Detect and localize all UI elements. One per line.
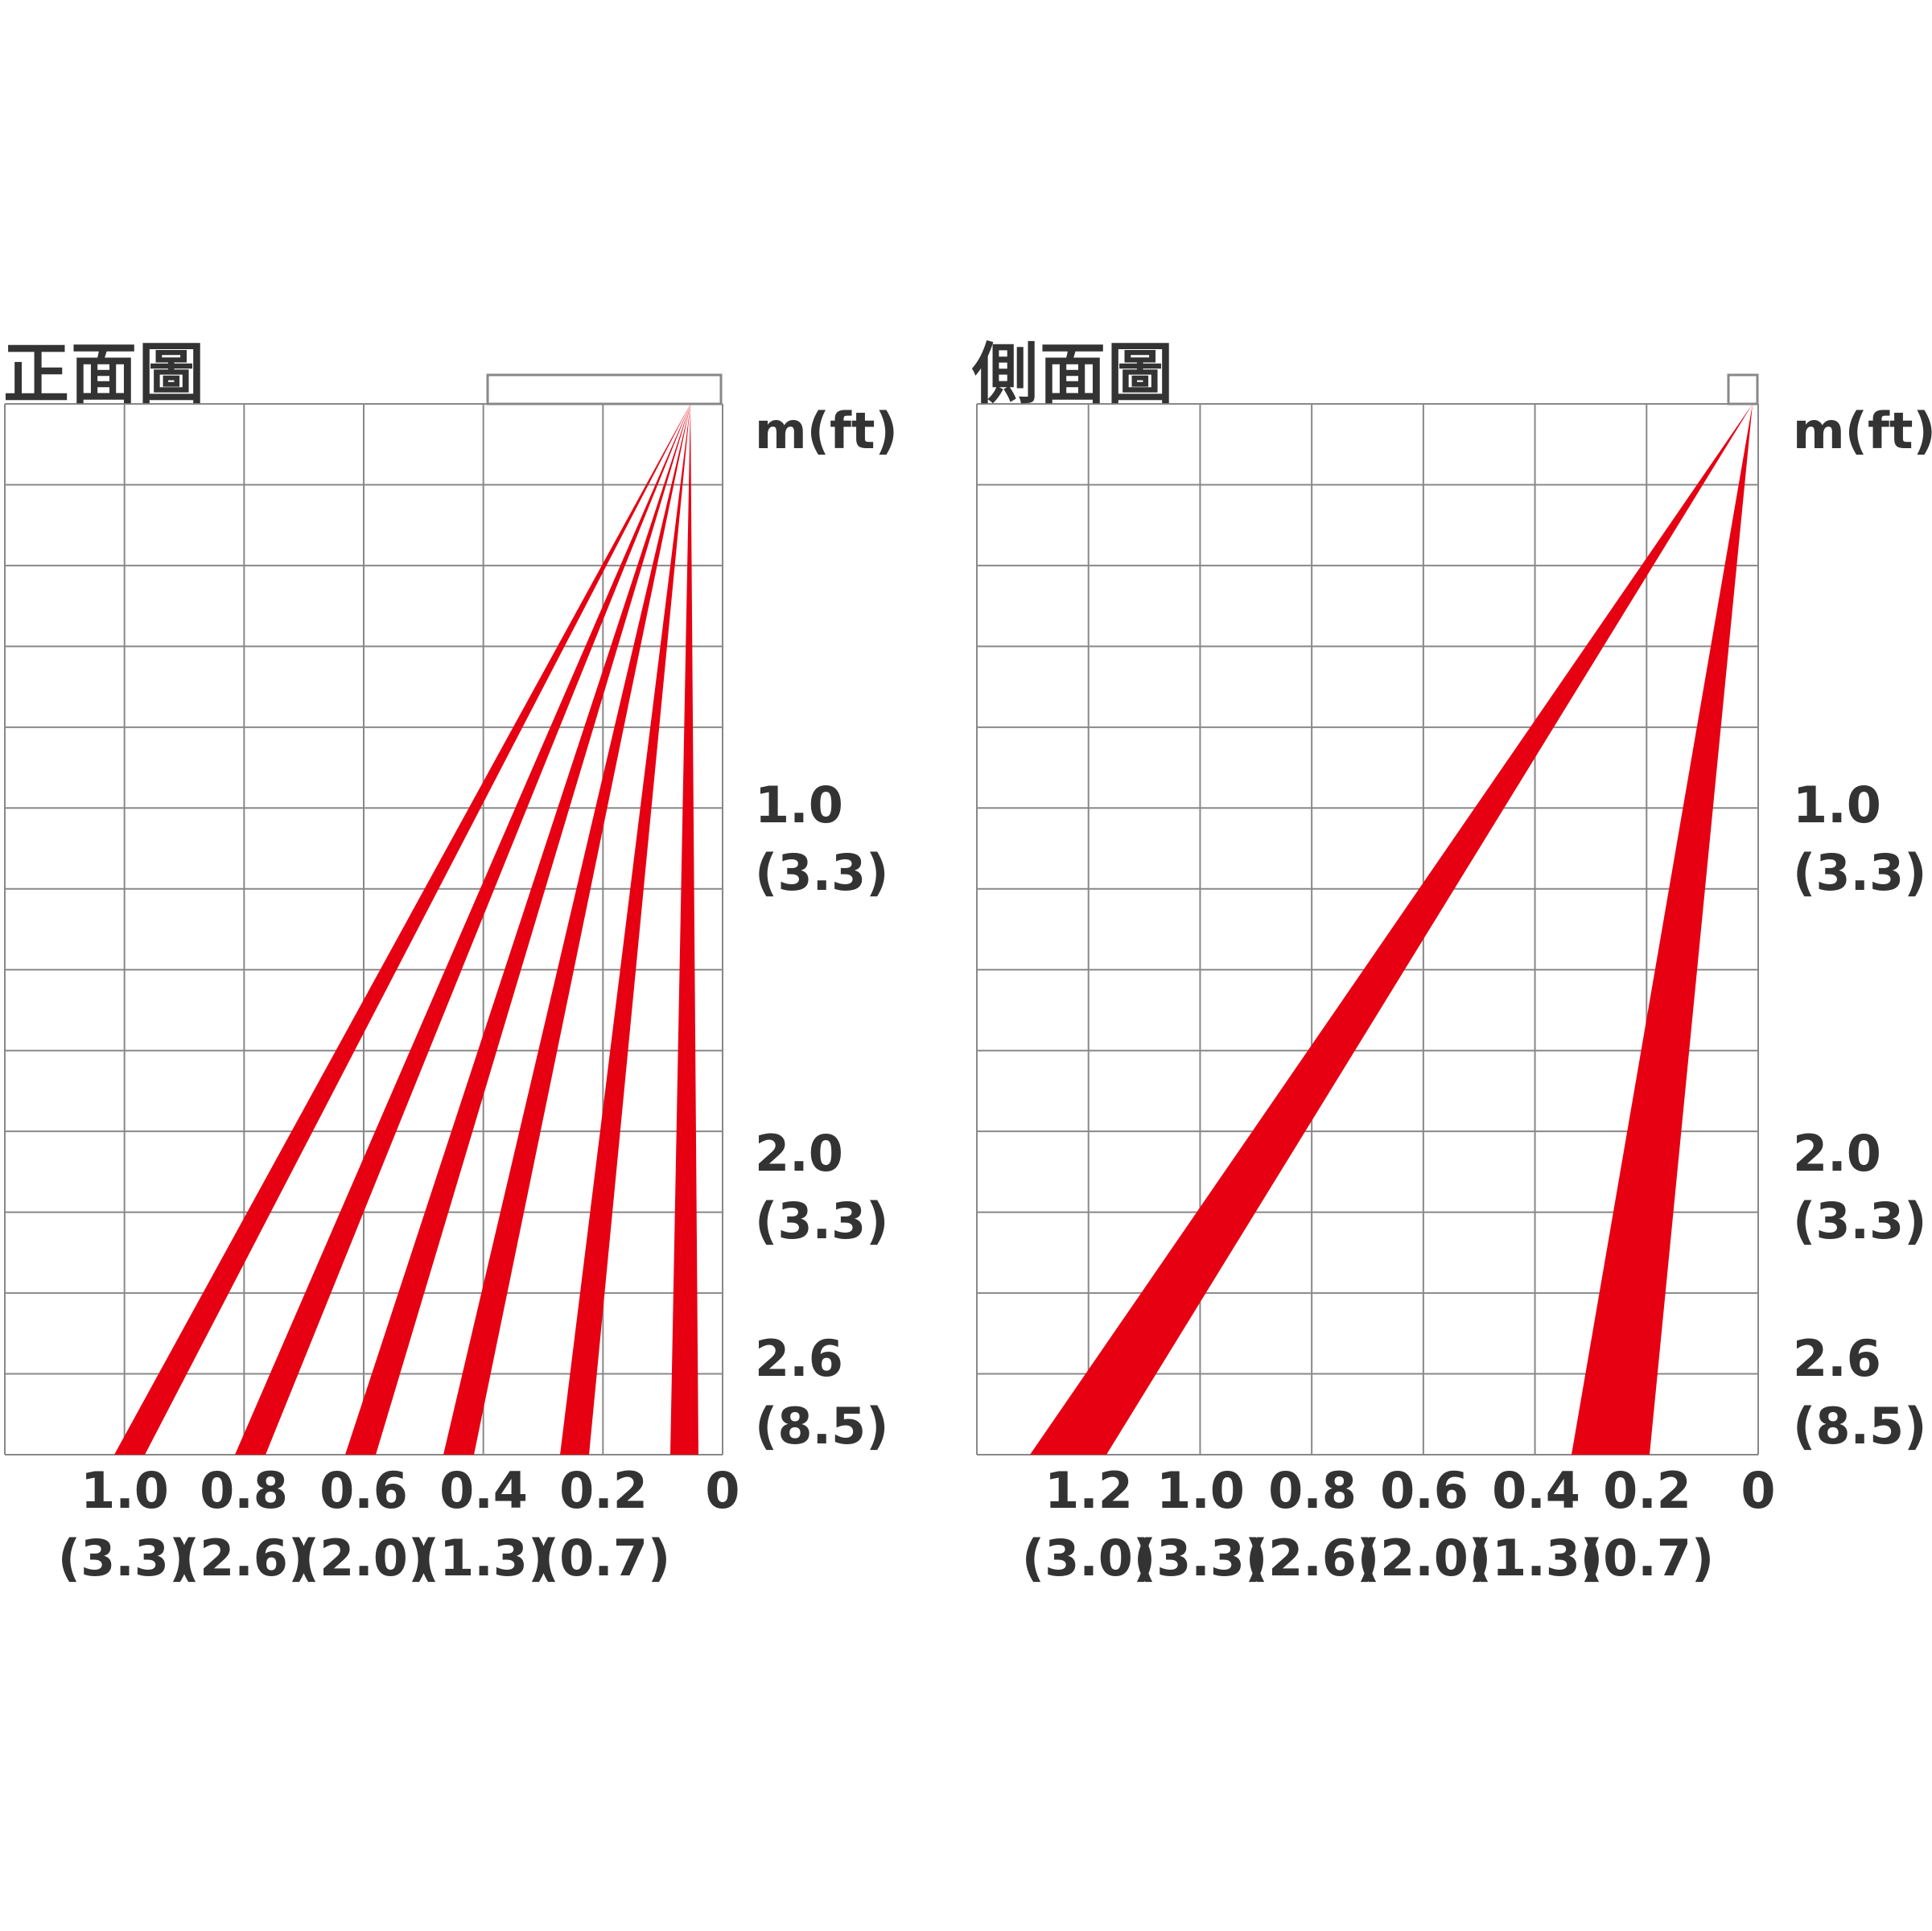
front-beam-4 bbox=[443, 404, 690, 1455]
side-right-label-sub: (3.3) bbox=[1793, 1192, 1927, 1250]
front-bottom-label-value: 0.4 bbox=[439, 1461, 528, 1520]
side-bottom-label-sub: (0.7) bbox=[1580, 1529, 1715, 1587]
front-bottom-label-sub: (1.3) bbox=[416, 1529, 551, 1587]
front-bottom-label-sub: (2.0) bbox=[296, 1529, 431, 1587]
side-bottom-label-sub: (3.3) bbox=[1133, 1529, 1268, 1587]
front-bottom-label-sub: (3.3) bbox=[57, 1529, 192, 1587]
front-unit-label: m(ft) bbox=[755, 401, 898, 460]
front-bottom-label-value: 0.2 bbox=[559, 1461, 648, 1520]
side-bottom-label-value: 0.4 bbox=[1492, 1461, 1580, 1520]
front-bottom-label-sub: (0.7) bbox=[536, 1529, 671, 1587]
front-beam-3 bbox=[345, 404, 690, 1455]
front-view-grid bbox=[4, 403, 723, 1455]
front-right-label-sub: (8.5) bbox=[755, 1397, 889, 1455]
side-bottom-label-value: 0.2 bbox=[1603, 1461, 1691, 1520]
front-beam-5 bbox=[560, 404, 690, 1455]
side-bottom-label-value: 1.2 bbox=[1044, 1461, 1133, 1520]
front-right-label-sub: (3.3) bbox=[755, 1192, 889, 1250]
front-view-title: 正面圖 bbox=[3, 336, 207, 413]
side-bottom-label-value: 0.8 bbox=[1268, 1461, 1357, 1520]
side-beams bbox=[1030, 404, 1753, 1455]
front-beam-1 bbox=[114, 404, 690, 1455]
side-bottom-label-value: 0.6 bbox=[1380, 1461, 1469, 1520]
side-bottom-label-sub: (3.0) bbox=[1021, 1529, 1156, 1587]
front-right-label-value: 1.0 bbox=[755, 776, 843, 834]
front-beam-2 bbox=[235, 404, 690, 1455]
side-right-label-value: 2.6 bbox=[1793, 1329, 1881, 1388]
front-right-label-value: 2.0 bbox=[755, 1124, 843, 1183]
side-bottom-label-sub: (2.0) bbox=[1357, 1529, 1492, 1587]
front-right-label-value: 2.6 bbox=[755, 1329, 843, 1388]
side-bottom-label-value: 0 bbox=[1740, 1461, 1776, 1520]
side-bottom-label-sub: (2.6) bbox=[1245, 1529, 1380, 1587]
front-beams bbox=[114, 404, 698, 1455]
front-bottom-label-value: 1.0 bbox=[80, 1461, 169, 1520]
side-right-label-value: 1.0 bbox=[1793, 776, 1881, 834]
front-bottom-label-sub: (2.6) bbox=[176, 1529, 311, 1587]
side-bottom-label-value: 1.0 bbox=[1156, 1461, 1245, 1520]
side-view-title: 側面圖 bbox=[972, 336, 1176, 413]
front-bottom-label-value: 0 bbox=[705, 1461, 740, 1520]
front-bottom-label-value: 0.8 bbox=[200, 1461, 288, 1520]
side-beam-1 bbox=[1030, 404, 1753, 1455]
side-right-label-value: 2.0 bbox=[1793, 1124, 1881, 1183]
side-right-label-sub: (8.5) bbox=[1793, 1397, 1927, 1455]
side-right-label-sub: (3.3) bbox=[1793, 843, 1927, 902]
side-beam-2 bbox=[1572, 404, 1753, 1455]
side-unit-label: m(ft) bbox=[1793, 401, 1932, 460]
front-beam-6 bbox=[670, 404, 698, 1455]
front-bottom-label-value: 0.6 bbox=[319, 1461, 408, 1520]
front-sensor-box bbox=[486, 373, 723, 406]
side-sensor-box bbox=[1727, 373, 1759, 406]
side-bottom-label-sub: (1.3) bbox=[1469, 1529, 1604, 1587]
front-right-label-sub: (3.3) bbox=[755, 843, 889, 902]
